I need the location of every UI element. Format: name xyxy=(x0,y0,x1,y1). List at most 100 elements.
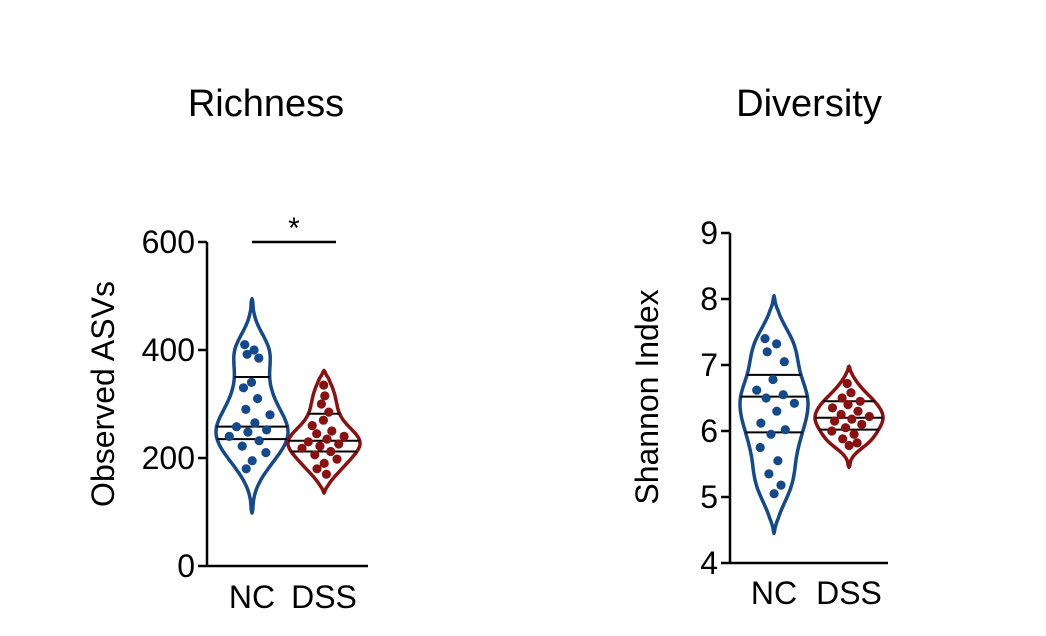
data-point-dss xyxy=(844,440,854,451)
data-point-dss xyxy=(827,426,837,436)
data-point-dss xyxy=(312,464,322,474)
data-point-nc xyxy=(776,480,786,490)
y-tick-label: 6 xyxy=(700,413,718,449)
y-tick-label: 0 xyxy=(177,548,195,584)
data-point-dss xyxy=(849,429,859,439)
data-point-dss xyxy=(316,399,326,409)
x-tick-label: NC xyxy=(229,579,275,615)
data-point-nc xyxy=(766,429,776,439)
data-point-nc xyxy=(238,383,249,393)
data-point-nc xyxy=(780,425,790,435)
data-point-nc xyxy=(265,410,275,420)
data-point-dss xyxy=(327,426,337,436)
data-point-dss xyxy=(852,438,862,448)
y-tick-label: 7 xyxy=(700,347,718,383)
data-point-nc xyxy=(237,441,247,451)
data-point-nc xyxy=(772,406,782,416)
data-point-dss xyxy=(326,446,336,457)
data-point-nc xyxy=(241,404,251,414)
data-point-nc xyxy=(254,436,264,446)
violin-nc xyxy=(214,296,290,515)
data-point-nc xyxy=(778,390,788,400)
y-axis-label: Observed ASVs xyxy=(85,281,121,507)
data-point-dss xyxy=(841,423,851,433)
x-tick-label: DSS xyxy=(291,579,357,615)
significance-bar: * xyxy=(252,212,336,245)
violins xyxy=(738,293,885,536)
data-point-dss xyxy=(332,454,342,464)
data-point-nc xyxy=(242,349,252,359)
chart-title: Diversity xyxy=(736,83,882,125)
data-point-nc xyxy=(761,393,771,403)
data-point-dss xyxy=(307,421,317,431)
chart-title: Richness xyxy=(188,83,344,125)
data-point-dss xyxy=(297,443,307,453)
data-point-dss xyxy=(857,419,867,429)
data-point-dss xyxy=(334,439,344,449)
x-tick-label: NC xyxy=(751,575,797,611)
data-point-nc xyxy=(254,353,264,363)
data-point-nc xyxy=(246,377,257,387)
data-point-dss xyxy=(310,450,320,460)
data-point-nc xyxy=(768,374,778,385)
data-point-nc xyxy=(772,339,782,349)
data-point-dss xyxy=(846,388,856,398)
data-point-nc xyxy=(253,394,263,404)
data-point-nc xyxy=(249,345,259,355)
data-point-dss xyxy=(319,458,329,468)
data-point-dss xyxy=(830,416,840,426)
data-point-nc xyxy=(762,347,772,357)
data-point-dss xyxy=(318,415,328,425)
data-point-nc xyxy=(752,385,762,395)
data-point-dss xyxy=(843,400,853,410)
data-point-nc xyxy=(760,334,770,344)
data-point-nc xyxy=(241,464,251,474)
data-point-nc xyxy=(247,456,257,466)
significance-label: * xyxy=(288,212,300,245)
violin-nc xyxy=(738,293,810,536)
y-tick-label: 9 xyxy=(700,215,718,251)
data-point-nc xyxy=(261,448,271,458)
x-ticks: NC DSS xyxy=(229,579,357,615)
y-tick-label: 5 xyxy=(700,479,718,515)
data-point-nc xyxy=(769,489,779,499)
data-point-nc xyxy=(773,456,783,466)
y-axis-label: Shannon Index xyxy=(629,289,665,504)
data-point-dss xyxy=(339,431,349,441)
y-tick-label: 8 xyxy=(700,281,718,317)
data-point-dss xyxy=(315,441,325,451)
data-point-dss xyxy=(303,437,313,447)
data-point-dss xyxy=(319,380,329,390)
diversity-panel: Diversity Shannon Index 4 5 6 7 8 9 NC DSS xyxy=(629,83,888,611)
data-point-dss xyxy=(842,378,852,389)
data-point-dss xyxy=(853,406,863,416)
data-point-dss xyxy=(312,429,322,439)
y-tick-label: 600 xyxy=(142,224,195,260)
data-point-nc xyxy=(755,442,765,453)
y-tick-label: 4 xyxy=(700,545,718,581)
x-ticks: NC DSS xyxy=(751,575,882,611)
data-point-nc xyxy=(756,418,766,428)
y-ticks: 0 200 400 600 xyxy=(142,224,207,584)
y-tick-label: 200 xyxy=(142,440,195,476)
data-point-nc xyxy=(224,431,234,441)
data-point-nc xyxy=(262,425,272,435)
data-point-dss xyxy=(321,469,331,479)
data-point-nc xyxy=(231,422,242,432)
data-point-nc xyxy=(250,418,260,428)
data-point-nc xyxy=(764,469,774,479)
y-ticks: 4 5 6 7 8 9 xyxy=(700,215,730,581)
data-point-dss xyxy=(864,411,874,422)
data-point-dss xyxy=(837,393,847,403)
data-point-dss xyxy=(836,409,846,420)
violin-dss xyxy=(813,364,885,470)
data-point-dss xyxy=(847,414,857,424)
x-tick-label: DSS xyxy=(816,575,882,611)
data-point-nc xyxy=(243,427,253,437)
data-point-dss xyxy=(855,396,865,406)
data-point-dss xyxy=(320,391,330,401)
data-point-nc xyxy=(779,357,789,367)
violins xyxy=(214,296,362,515)
